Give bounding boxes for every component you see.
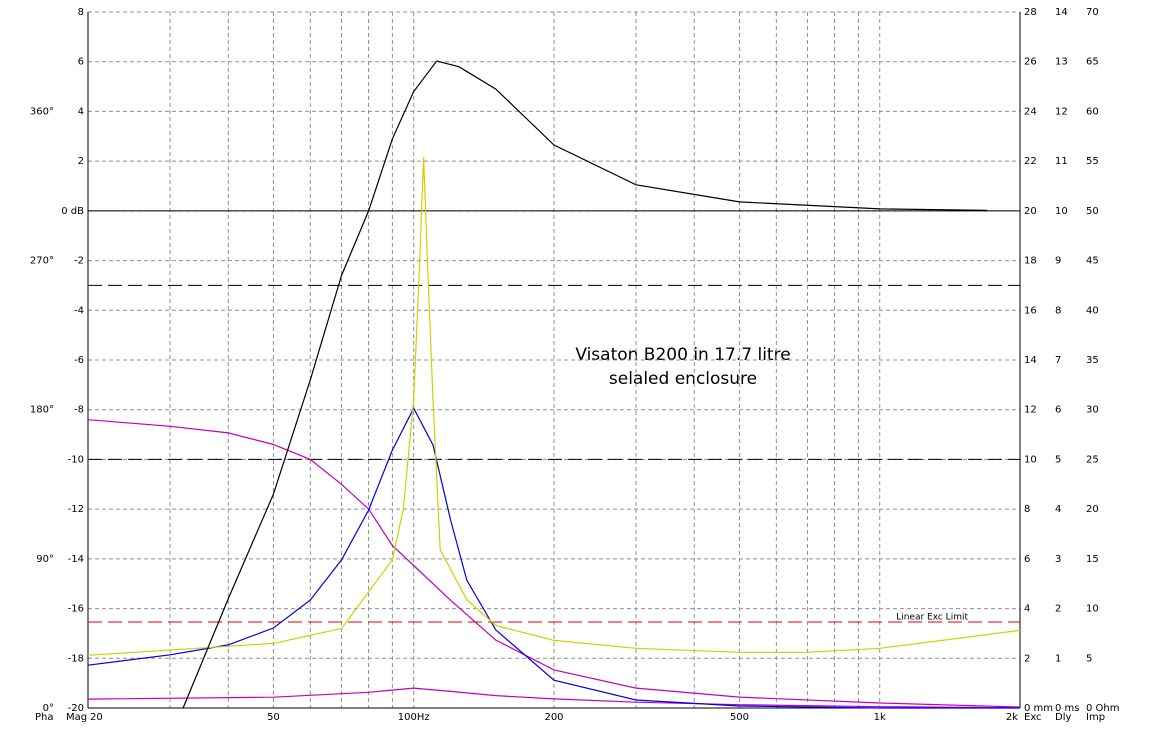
annotation: selaled enclosure [609, 369, 757, 389]
y-tick-label: 0 dB [61, 206, 84, 217]
reference-label: Linear Exc Limit [896, 612, 968, 622]
y-tick-label: 40 [1086, 305, 1099, 316]
y-tick-label: 7 [1055, 355, 1061, 366]
y-tick-label: 3 [1055, 554, 1061, 565]
y-tick-label: 12 [1055, 106, 1068, 117]
y-tick-label: 55 [1086, 156, 1099, 167]
x-tick-label: 100Hz [398, 712, 430, 723]
y-tick-label: 16 [1024, 305, 1037, 316]
y-tick-label: 10 [1086, 604, 1099, 615]
y-tick-label: 9 [1055, 256, 1061, 267]
axis-label: Mag [66, 712, 87, 723]
x-tick-label: 20 [90, 712, 103, 723]
y-tick-label: -2 [74, 256, 84, 267]
y-tick-label: 4 [1024, 604, 1030, 615]
y-tick-label: 22 [1024, 156, 1037, 167]
y-tick-label: 8 [78, 7, 84, 18]
series-line [87, 419, 1021, 708]
y-tick-label: 6 [1055, 405, 1061, 416]
x-tick-label: 500 [730, 712, 749, 723]
series-line [87, 406, 1020, 709]
y-tick-label: 2 [1024, 653, 1030, 664]
y-tick-label: 12 [1024, 405, 1037, 416]
y-tick-label: 50 [1086, 206, 1099, 217]
y-tick-label: 60 [1086, 106, 1099, 117]
y-tick-label: 4 [1055, 504, 1061, 515]
y-tick-label: 2 [1055, 604, 1061, 615]
x-tick-label: 1k [874, 712, 886, 723]
x-tick-label: 200 [544, 712, 563, 723]
y-tick-label: 20 [1086, 504, 1099, 515]
y-tick-label: 0 Ohm [1086, 703, 1120, 714]
series-line [87, 687, 1021, 709]
axis-label: Dly [1055, 712, 1071, 723]
series-line [87, 157, 1021, 656]
y-tick-label: 90° [36, 554, 54, 565]
y-tick-label: 5 [1055, 454, 1061, 465]
y-tick-label: -16 [68, 604, 84, 615]
axis-label: Imp [1086, 712, 1105, 723]
y-tick-label: 65 [1086, 57, 1099, 68]
y-tick-label: -4 [74, 305, 84, 316]
y-tick-label: -20 [68, 703, 84, 714]
y-tick-label: -14 [68, 554, 84, 565]
y-tick-label: 28 [1024, 7, 1037, 18]
y-tick-label: -8 [74, 405, 84, 416]
y-tick-label: 8 [1055, 305, 1061, 316]
series-line [182, 60, 988, 709]
y-tick-label: 15 [1086, 554, 1099, 565]
y-tick-label: 0 ms [1055, 703, 1080, 714]
x-tick-label: 2k [1006, 712, 1018, 723]
y-tick-label: 1 [1055, 653, 1061, 664]
y-tick-label: -18 [68, 653, 84, 664]
y-tick-label: 18 [1024, 256, 1037, 267]
y-tick-label: 270° [30, 256, 54, 267]
y-tick-label: 14 [1024, 355, 1037, 366]
y-tick-label: 10 [1024, 454, 1037, 465]
y-tick-label: 70 [1086, 7, 1099, 18]
y-tick-label: -10 [68, 454, 84, 465]
y-tick-label: 10 [1055, 206, 1068, 217]
y-tick-label: -12 [68, 504, 84, 515]
annotation: Visaton B200 in 17.7 litre [575, 345, 790, 365]
axis-label: Exc [1024, 712, 1042, 723]
y-tick-label: 5 [1086, 653, 1092, 664]
y-tick-label: 6 [78, 57, 84, 68]
y-tick-label: 24 [1024, 106, 1037, 117]
y-tick-label: 35 [1086, 355, 1099, 366]
y-tick-label: 20 [1024, 206, 1037, 217]
y-tick-label: 25 [1086, 454, 1099, 465]
y-tick-label: 0 mm [1024, 703, 1053, 714]
x-tick-label: 50 [267, 712, 280, 723]
y-tick-label: -6 [74, 355, 84, 366]
y-tick-label: 8 [1024, 504, 1030, 515]
y-tick-label: 30 [1086, 405, 1099, 416]
y-tick-label: 14 [1055, 7, 1068, 18]
axis-label: Pha [35, 712, 54, 723]
y-tick-label: 360° [30, 106, 54, 117]
y-tick-label: 0° [43, 703, 54, 714]
y-tick-label: 13 [1055, 57, 1068, 68]
y-tick-label: 45 [1086, 256, 1099, 267]
y-tick-label: 11 [1055, 156, 1068, 167]
y-tick-label: 4 [78, 106, 84, 117]
y-tick-label: 2 [78, 156, 84, 167]
y-tick-label: 26 [1024, 57, 1037, 68]
y-tick-label: 6 [1024, 554, 1030, 565]
y-tick-label: 180° [30, 405, 54, 416]
